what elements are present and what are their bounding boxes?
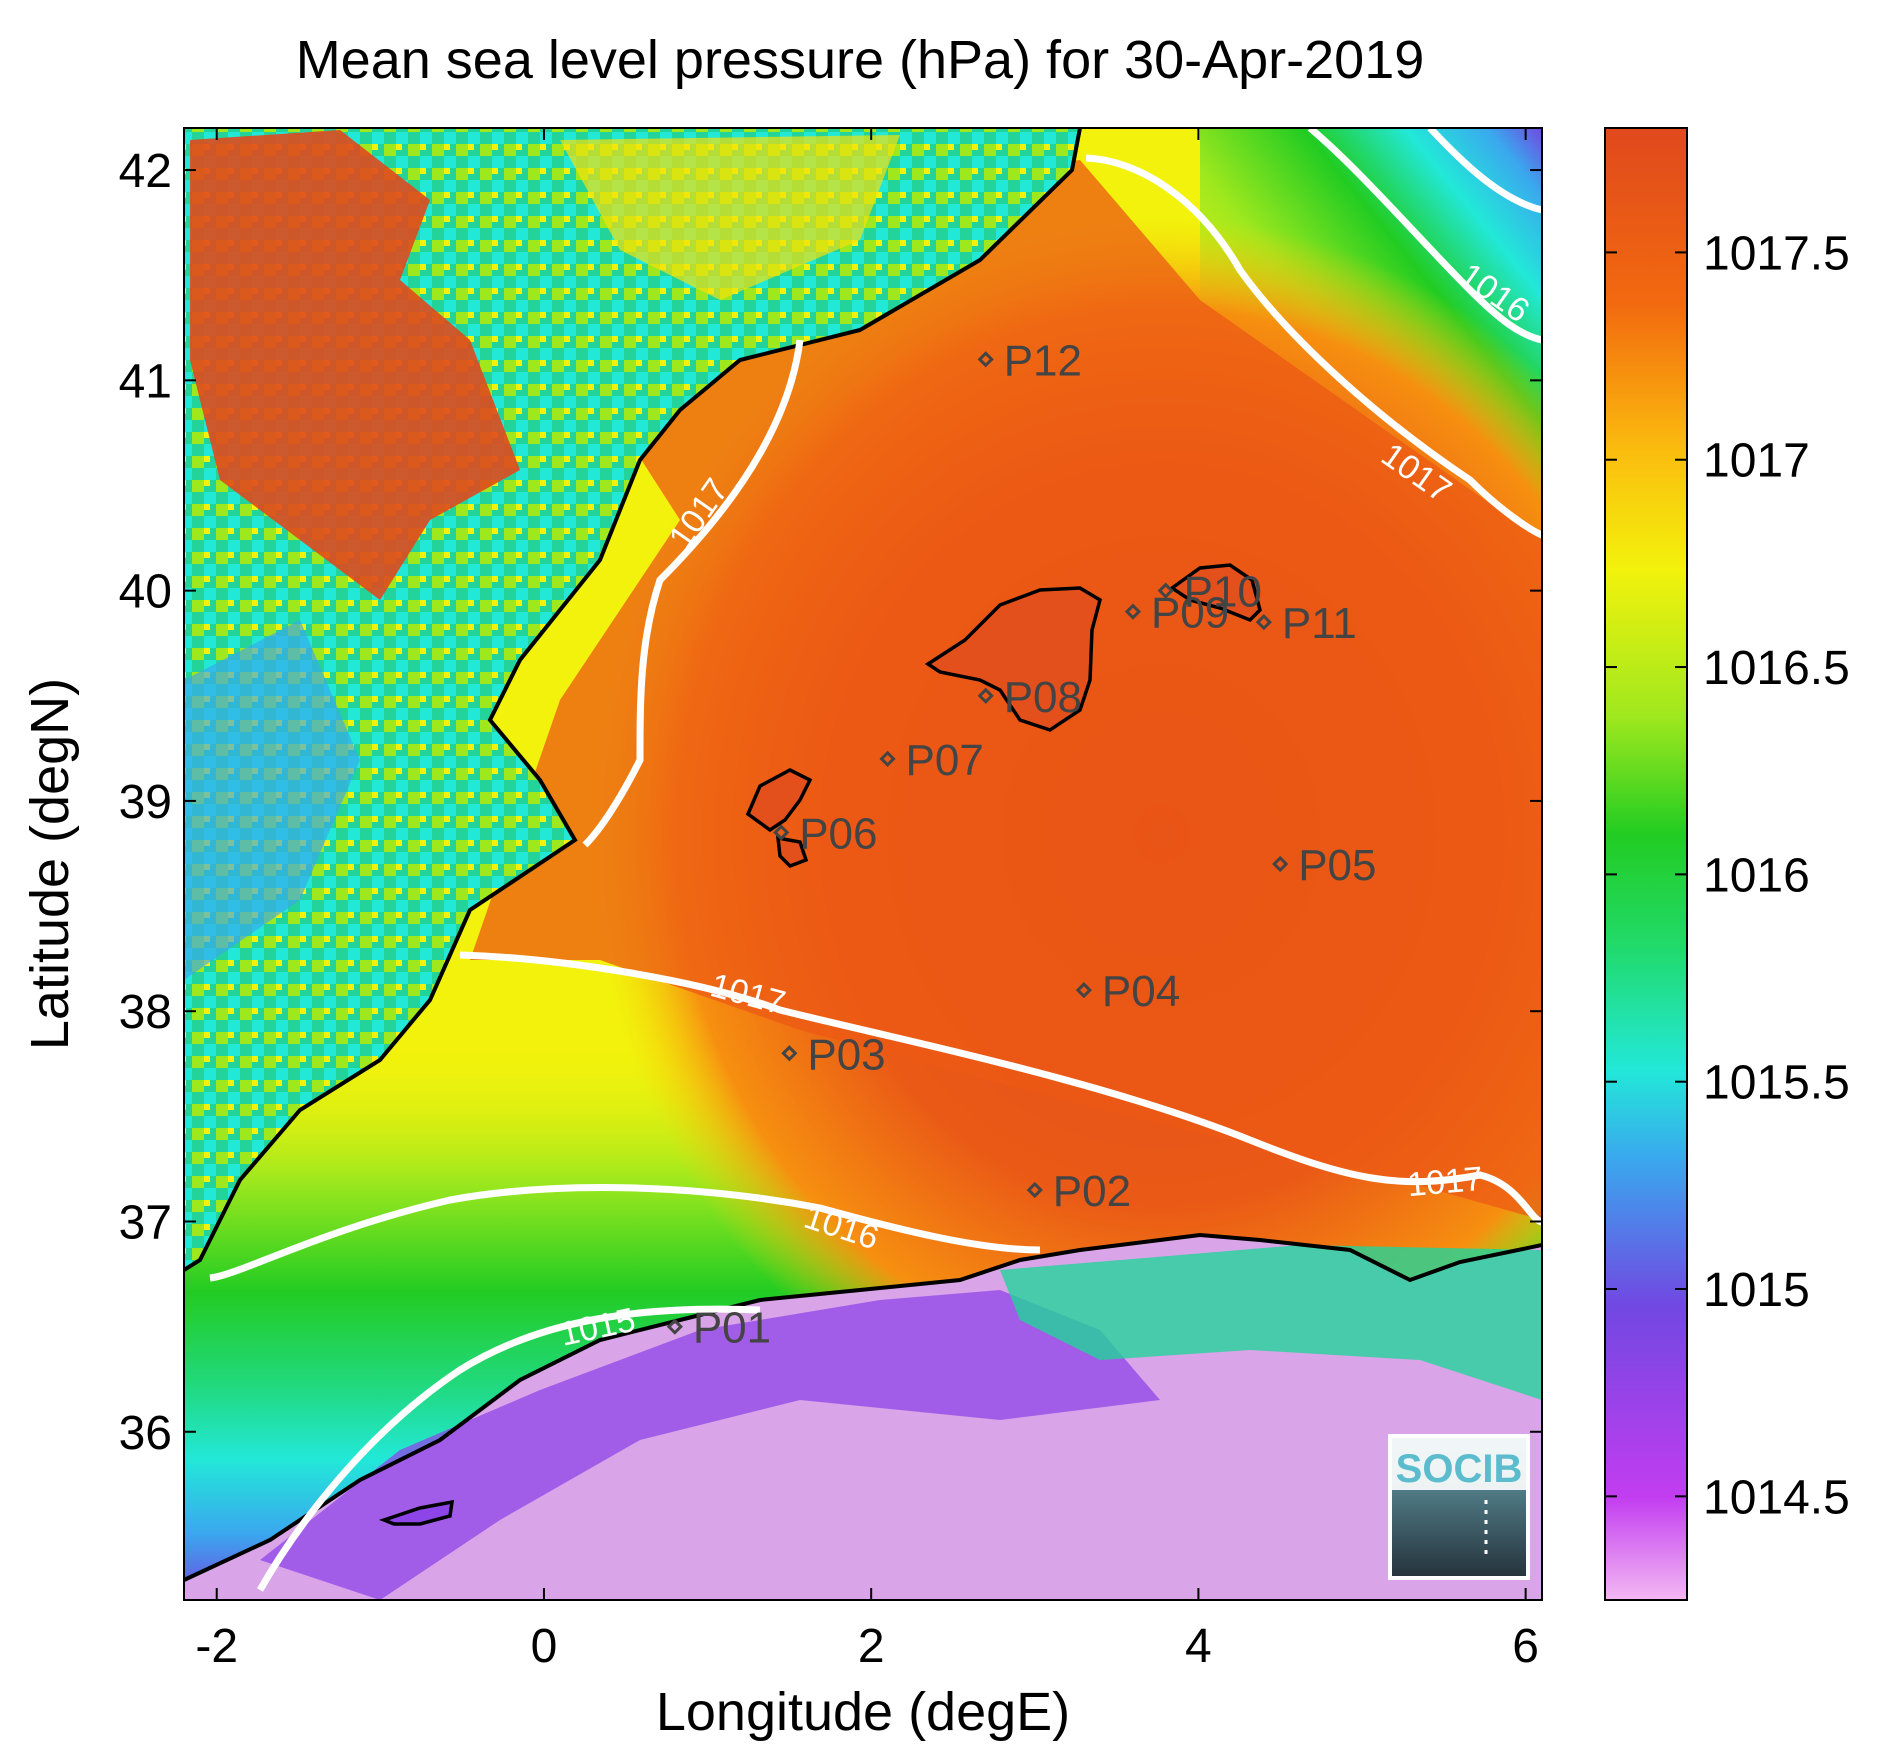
x-tick-label: 2 (858, 1620, 885, 1673)
y-tick-label: 38 (119, 986, 172, 1039)
alboran-island (378, 1499, 455, 1526)
station-marker[interactable]: P11 (1255, 599, 1357, 648)
station-label: P01 (693, 1304, 771, 1353)
station-diamond-icon (977, 351, 994, 368)
y-tick-label: 42 (119, 145, 172, 198)
station-label: P08 (1004, 673, 1082, 722)
station-diamond-icon (1124, 603, 1142, 620)
colorbar-tick-label: 1017.5 (1703, 227, 1850, 280)
station-marker[interactable]: P07 (879, 736, 984, 785)
iberia-highland-yellow (560, 135, 900, 300)
x-axis-label: Longitude (degE) (656, 1682, 1070, 1742)
contour-1017-northeast (1085, 154, 1542, 539)
x-tick-label: 0 (531, 1620, 558, 1673)
colorbar-tick-label: 1015.5 (1703, 1057, 1850, 1110)
colorbar-tick-label: 1016.5 (1703, 642, 1850, 695)
station-label: P07 (906, 736, 984, 785)
colorbar-tick-label: 1014.5 (1703, 1471, 1850, 1524)
colorbar-tick-label: 1015 (1703, 1264, 1810, 1317)
station-marker[interactable]: P02 (1026, 1167, 1131, 1216)
contour-1016-south (209, 1184, 1041, 1282)
x-tick-label: -2 (195, 1620, 238, 1673)
y-axis: 42 41 40 39 38 37 36 (119, 145, 1542, 1460)
contour-1015-southwest (256, 1305, 761, 1592)
x-axis: -2 0 2 4 6 (195, 128, 1539, 1673)
station-marker[interactable]: P10 (1157, 568, 1262, 617)
station-diamond-icon (1157, 582, 1174, 599)
africa-coast-band (1000, 1245, 1542, 1400)
colorbar-gradient (1604, 127, 1688, 1601)
africa-purple-band (260, 1290, 1160, 1600)
station-marker[interactable]: P06 (773, 809, 877, 858)
logo-text: SOCIB (1396, 1447, 1523, 1491)
station-marker[interactable]: P08 (977, 673, 1082, 722)
station-diamond-icon (879, 750, 896, 767)
colorbar: 1017.5 1017 1016.5 1016 1015.5 1015 1014.5 (1604, 127, 1850, 1601)
x-tick-label: 4 (1185, 1620, 1212, 1673)
station-diamond-icon (1026, 1181, 1043, 1199)
station-marker[interactable]: P12 (977, 336, 1082, 385)
station-diamond-icon (977, 687, 994, 704)
chart-title: Mean sea level pressure (hPa) for 30-Apr… (296, 30, 1425, 90)
y-tick-label: 36 (119, 1407, 172, 1460)
station-label: P06 (799, 809, 877, 858)
plot-frame (183, 127, 1543, 1601)
station-label: P03 (807, 1030, 885, 1079)
station-marker[interactable]: P05 (1272, 841, 1377, 890)
contour-1016-northeast (1307, 128, 1542, 344)
colorbar-tick-label: 1017 (1703, 435, 1810, 488)
y-tick-label: 39 (119, 776, 172, 829)
iberia-lowland-cyan (184, 620, 360, 980)
station-marker[interactable]: P03 (781, 1030, 886, 1079)
colorbar-tick-label: 1016 (1703, 849, 1810, 902)
y-tick-label: 37 (119, 1196, 172, 1249)
contour-label: 1017 (1406, 1160, 1485, 1204)
menorca-island (1168, 563, 1262, 623)
y-tick-label: 41 (119, 355, 172, 408)
ibiza-island (745, 768, 813, 833)
station-marker[interactable]: P01 (666, 1304, 771, 1353)
map-plot-area: 1017 1017 1017 1017 1016 1016 1015 P01P0… (184, 128, 1542, 1600)
station-diamond-icon (1272, 855, 1289, 873)
colorbar-ticks: 1017.5 1017 1016.5 1016 1015.5 1015 1014.5 (1605, 227, 1850, 1524)
iberia-highland (190, 130, 520, 600)
africa-coastline (184, 1232, 1542, 1582)
station-label: P04 (1102, 967, 1180, 1016)
station-label: P12 (1004, 336, 1082, 385)
station-diamond-icon (1255, 614, 1272, 631)
iberia-coastline (184, 128, 1082, 1272)
station-diamond-icon (1075, 982, 1093, 999)
formentera-island (776, 835, 809, 869)
x-tick-label: 6 (1512, 1620, 1539, 1673)
y-tick-label: 40 (119, 566, 172, 619)
station-diamond-icon (773, 824, 790, 841)
station-label: P02 (1053, 1167, 1131, 1216)
station-diamond-icon (666, 1318, 683, 1335)
station-label: P05 (1298, 841, 1376, 890)
mallorca-island (924, 586, 1103, 732)
station-label: P10 (1184, 568, 1262, 617)
station-marker[interactable]: P04 (1075, 967, 1180, 1016)
y-axis-label: Latitude (degN) (20, 678, 80, 1050)
station-label: P11 (1282, 599, 1357, 648)
station-diamond-icon (781, 1045, 798, 1062)
contour-1016-corner (1427, 128, 1542, 214)
contour-1017-west (582, 339, 804, 848)
contour-1017-south (459, 951, 1542, 1226)
isobar-contours (209, 128, 1542, 1592)
socib-logo: SOCIB (1388, 1434, 1530, 1580)
